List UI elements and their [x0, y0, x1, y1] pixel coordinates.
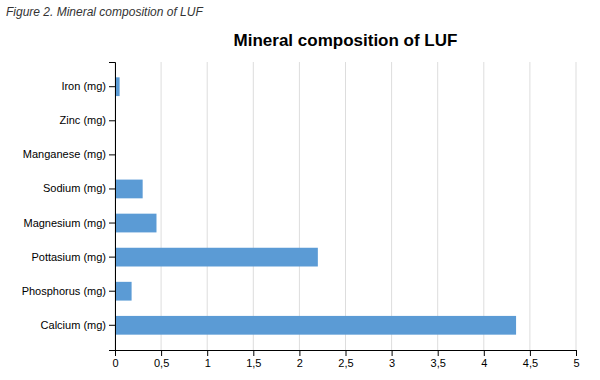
- tick-label: Calcium (mg): [41, 319, 106, 331]
- grid-line: [437, 62, 438, 350]
- bar: [115, 180, 143, 199]
- tick-mark: [346, 350, 347, 356]
- tick-label: 0,5: [154, 357, 169, 369]
- tick-label: 4: [481, 357, 487, 369]
- tick: 2: [297, 350, 303, 369]
- tick: Phosphorus (mg): [22, 285, 115, 297]
- grid-line: [391, 62, 392, 350]
- tick: Sodium (mg): [43, 182, 115, 194]
- tick-label: Zinc (mg): [60, 114, 106, 126]
- tick-label: 4,5: [523, 357, 538, 369]
- tick-mark: [109, 257, 115, 258]
- tick-label: 1,5: [246, 357, 261, 369]
- grid-line: [345, 62, 346, 350]
- tick-mark: [161, 350, 162, 356]
- tick-mark: [109, 120, 115, 121]
- grid-line: [576, 62, 577, 350]
- tick-mark: [392, 350, 393, 356]
- x-axis: 0 0,5 1 1,5 2 2,5 3 3,5 4 4,5 5: [112, 350, 579, 369]
- tick-label: Magnesium (mg): [23, 217, 106, 229]
- tick: Calcium (mg): [41, 319, 115, 331]
- tick-mark: [299, 350, 300, 356]
- tick-label: 2: [297, 357, 303, 369]
- tick-label: 3,5: [431, 357, 446, 369]
- tick: Iron (mg): [61, 80, 115, 92]
- tick-mark: [576, 350, 577, 356]
- tick-mark: [438, 350, 439, 356]
- tick: 4,5: [523, 350, 538, 369]
- tick-mark: [109, 291, 115, 292]
- tick: Pottasium (mg): [31, 251, 115, 263]
- tick-label: 3: [389, 357, 395, 369]
- tick: 0,5: [154, 350, 169, 369]
- title: Mineral composition of LUF: [234, 31, 458, 50]
- grid-line: [529, 62, 530, 350]
- tick-label: 0: [112, 357, 118, 369]
- tick: 3,5: [431, 350, 446, 369]
- grid-line: [253, 62, 254, 350]
- tick: 2,5: [338, 350, 353, 369]
- tick-label: 2,5: [338, 357, 353, 369]
- tick-mark: [109, 154, 115, 155]
- bar: [115, 248, 318, 267]
- y-axis: Iron (mg) Zinc (mg) Manganese (mg) Sodium (…: [22, 63, 116, 351]
- tick-label: 5: [573, 357, 579, 369]
- tick: 0: [112, 350, 118, 369]
- tick-mark: [109, 86, 115, 87]
- tick-mark: [207, 350, 208, 356]
- tick-mark: [109, 223, 115, 224]
- grid-line: [299, 62, 300, 350]
- tick: 5: [573, 350, 579, 369]
- tick-mark: [530, 350, 531, 356]
- tick: Magnesium (mg): [23, 217, 115, 229]
- grid-line: [207, 62, 208, 350]
- tick-label: Iron (mg): [61, 80, 106, 92]
- axis-line: [109, 63, 116, 351]
- plot: 0 0,5 1 1,5 2 2,5 3 3,5 4 4,5 5 Iron (mg) Zinc (mg) M…: [22, 62, 580, 369]
- tick-mark: [109, 188, 115, 189]
- bar: [115, 316, 516, 335]
- grid: [115, 62, 576, 350]
- tick-label: Pottasium (mg): [31, 251, 106, 263]
- tick: 1,5: [246, 350, 261, 369]
- grid-line: [161, 62, 162, 350]
- tick: 4: [481, 350, 487, 369]
- tick: Zinc (mg): [60, 114, 115, 126]
- axis-line: [116, 351, 577, 357]
- tick: Manganese (mg): [23, 148, 115, 160]
- figure-label: Figure 2. Mineral composition of LUF: [6, 5, 203, 19]
- tick-label: Manganese (mg): [23, 148, 106, 160]
- tick-mark: [253, 350, 254, 356]
- bar: [115, 214, 156, 233]
- grid-line: [483, 62, 484, 350]
- tick-label: Sodium (mg): [43, 182, 106, 194]
- chart: Figure 2. Mineral composition of LUF Mine…: [0, 0, 600, 380]
- tick: 3: [389, 350, 395, 369]
- tick-mark: [109, 325, 115, 326]
- bars: [115, 77, 516, 334]
- tick-label: Phosphorus (mg): [22, 285, 106, 297]
- bar: [115, 282, 132, 301]
- tick-mark: [484, 350, 485, 356]
- tick: 1: [205, 350, 211, 369]
- tick-label: 1: [205, 357, 211, 369]
